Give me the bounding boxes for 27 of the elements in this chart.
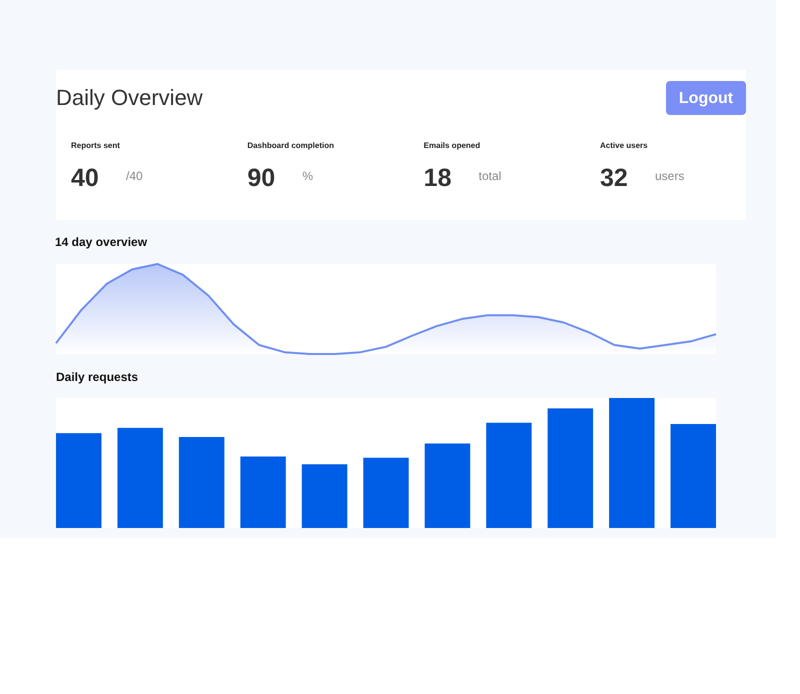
text: 18	[424, 164, 452, 192]
text: total	[478, 169, 502, 183]
bar	[240, 456, 286, 528]
chart-title: Daily requests	[56, 370, 138, 384]
text: /40	[126, 169, 144, 183]
bar	[486, 422, 532, 528]
text: Active users	[600, 141, 648, 150]
text: Dashboard completion	[247, 141, 334, 150]
bar	[424, 444, 470, 528]
bar	[302, 464, 348, 528]
bar	[670, 424, 716, 528]
text: Emails opened	[424, 141, 480, 150]
text: %	[302, 169, 314, 183]
text: users	[655, 169, 684, 183]
bar	[609, 398, 655, 528]
bar	[117, 428, 163, 528]
text: 90	[247, 164, 276, 192]
text: 32	[600, 164, 628, 192]
text: Logout	[678, 90, 734, 107]
text: Daily Overview	[56, 85, 203, 110]
bar	[56, 433, 102, 528]
chart-title: 14 day overview	[55, 235, 148, 249]
bar	[548, 408, 594, 528]
text: Reports sent	[71, 141, 120, 150]
bar	[178, 437, 224, 528]
text: 40	[71, 164, 99, 192]
bar	[363, 458, 409, 528]
